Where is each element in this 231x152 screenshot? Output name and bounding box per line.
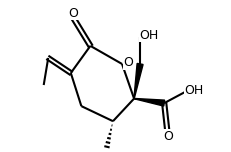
Text: O: O [163,130,173,143]
Text: OH: OH [184,84,203,97]
Polygon shape [134,98,164,106]
Text: OH: OH [139,29,158,42]
Text: O: O [68,7,78,20]
Polygon shape [133,63,143,99]
Text: O: O [123,56,133,69]
